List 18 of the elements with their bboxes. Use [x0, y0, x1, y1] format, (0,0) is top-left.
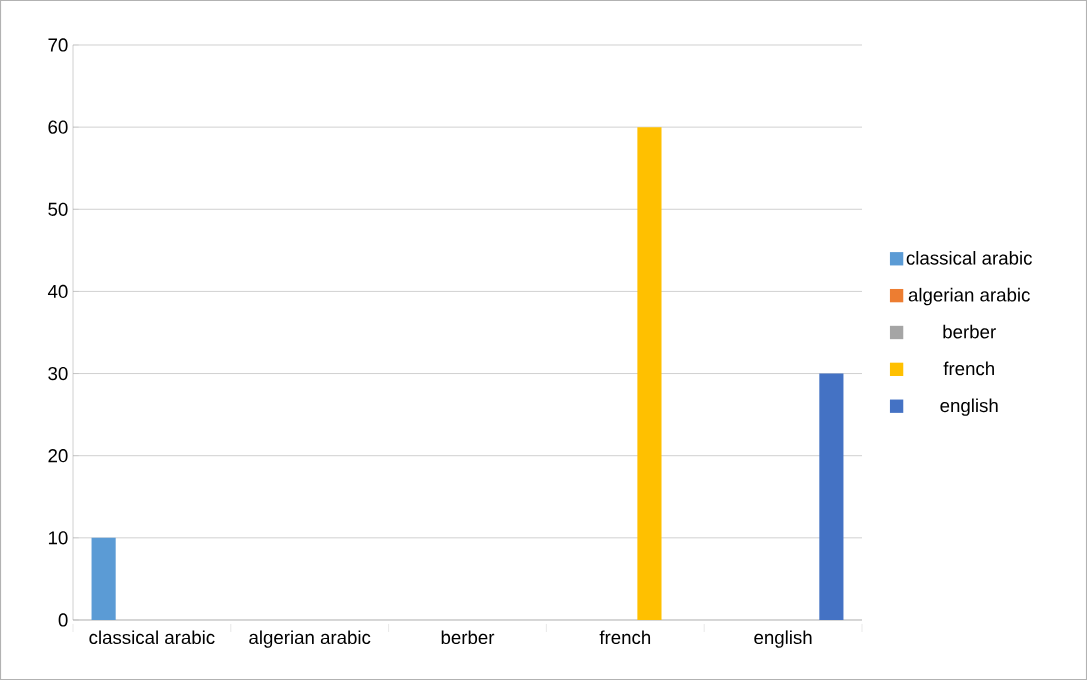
- y-tick-label: 60: [48, 120, 68, 134]
- y-tick-label: 70: [48, 38, 68, 52]
- y-tick-label: 30: [48, 366, 68, 381]
- legend-label: english: [940, 398, 998, 416]
- legend-label: french: [943, 361, 994, 376]
- legend-label: algerian arabic: [908, 287, 1030, 306]
- x-tick-label: algerian arabic: [249, 630, 371, 648]
- y-tick-label: 40: [47, 284, 68, 299]
- x-tick-label: english: [754, 630, 812, 648]
- y-tick-label: 10: [48, 531, 68, 545]
- y-tick-label: 50: [48, 202, 68, 216]
- x-tick-label: berber: [441, 630, 495, 645]
- legend-label: berber: [943, 324, 996, 339]
- x-tick-label: french: [599, 630, 651, 645]
- legend-label: classical arabic: [906, 251, 1032, 265]
- y-tick-label: 20: [48, 449, 68, 463]
- y-tick-label: 0: [58, 613, 68, 627]
- x-tick-label: classical arabic: [89, 630, 215, 645]
